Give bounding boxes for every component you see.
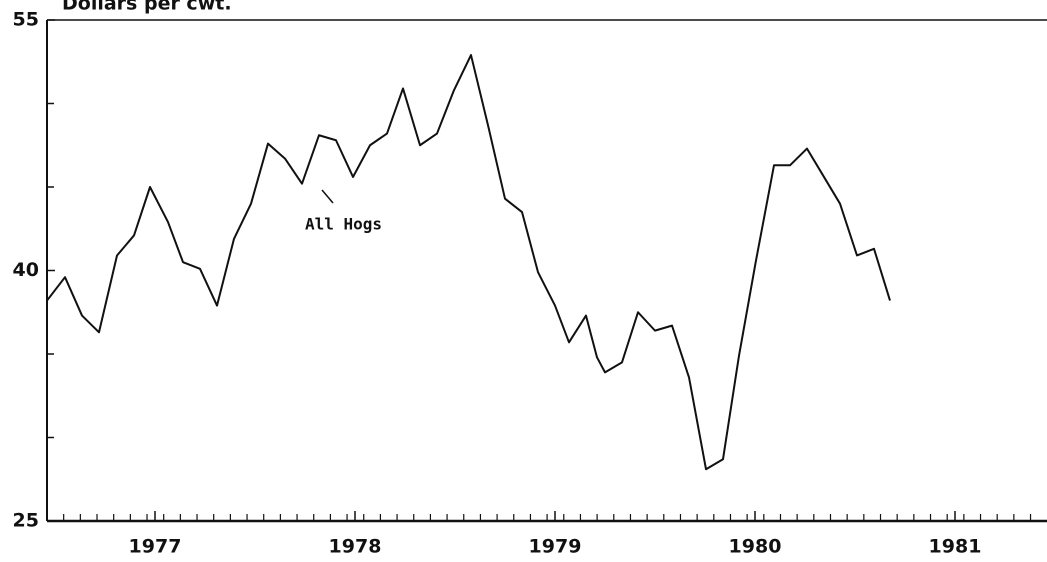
y-tick-label: 25 <box>13 510 39 532</box>
x-tick-label: 1979 <box>529 536 582 558</box>
x-tick-label: 1980 <box>729 536 782 558</box>
data-line <box>46 54 891 471</box>
annotation-leader <box>321 189 334 204</box>
x-tick-label: 1978 <box>329 536 382 558</box>
y-tick-label: 55 <box>13 9 39 31</box>
x-tick-label: 1977 <box>129 536 182 558</box>
x-tick-label: 1981 <box>929 536 982 558</box>
y-tick-label: 40 <box>13 259 39 281</box>
annotation: All Hogs <box>305 215 382 234</box>
chart-title: Dollars per cwt. <box>62 0 232 15</box>
